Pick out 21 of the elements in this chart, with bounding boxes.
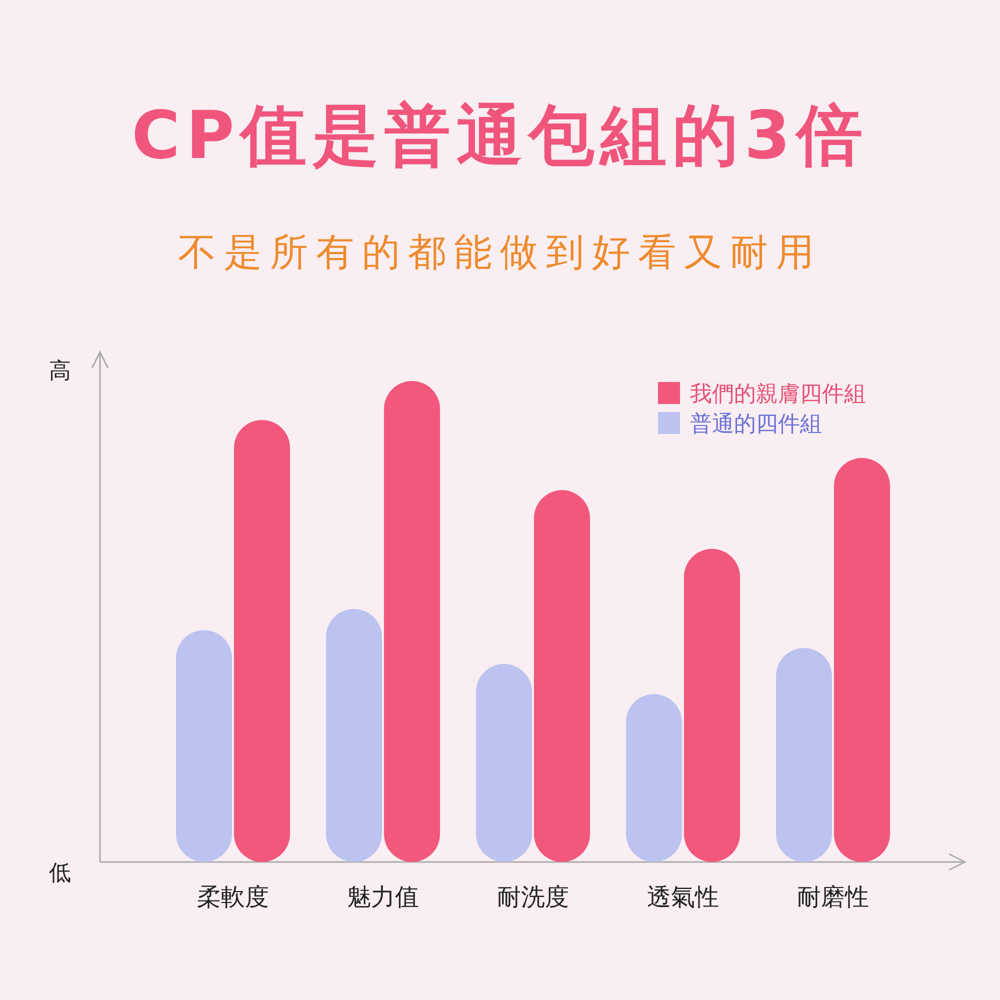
bar [834,458,890,862]
legend-label: 普通的四件組 [690,412,822,437]
bar [384,381,440,862]
legend-label: 我們的親膚四件組 [690,382,866,407]
text: 高 [49,359,71,384]
chart-title: CP值是普通包組的3倍 [132,97,868,174]
bar [176,630,232,862]
text: 低 [49,861,71,886]
bar [684,548,740,862]
bar [776,648,832,862]
x-tick-label: 柔軟度 [197,883,269,911]
chart-subtitle: 不是所有的都能做到好看又耐用 [178,230,822,274]
x-tick-label: 透氣性 [647,883,719,911]
x-tick-label: 耐洗度 [497,883,569,911]
bar [326,608,382,862]
bar [234,420,290,862]
bar [626,694,682,862]
bar [476,664,532,862]
x-tick-label: 耐磨性 [797,883,869,911]
x-tick-label: 魅力值 [347,883,419,911]
bar [534,490,590,862]
